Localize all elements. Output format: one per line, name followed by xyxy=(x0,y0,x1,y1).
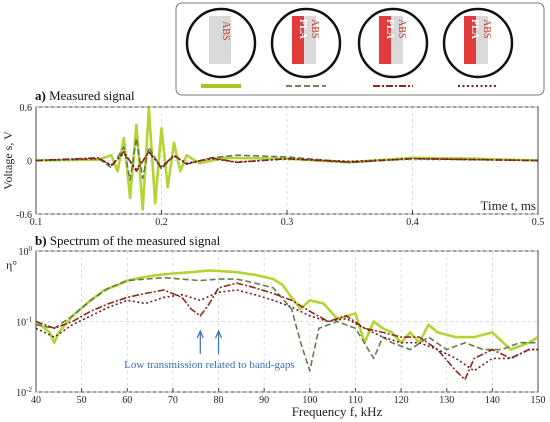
series-line-1 xyxy=(36,269,538,351)
x-tick-label: 50 xyxy=(77,395,87,406)
series-line-3 xyxy=(36,282,538,381)
x-tick-label: 40 xyxy=(31,395,41,406)
x-tick-label: 100 xyxy=(302,395,317,406)
x-tick-label: 60 xyxy=(122,395,132,406)
legend-item-1: ABS xyxy=(185,7,257,88)
x-tick-label: 0.4 xyxy=(406,217,419,228)
panel-1: 0.1 0.2 0.3 0.4 0.5 -0.6 0 0.6 Time t, ms Voltage… xyxy=(1,103,544,228)
legend-item-3: PLA ABS xyxy=(357,7,429,87)
panel-title-text: Measured signal xyxy=(46,88,135,103)
pla-block xyxy=(292,16,304,64)
y-tick-label: 10-1 xyxy=(16,316,32,329)
x-tick-label: 70 xyxy=(168,395,178,406)
y-tick-label: 0 xyxy=(27,157,32,168)
x-tick-label: 110 xyxy=(348,395,363,406)
legend-item-2: PLA ABS xyxy=(270,7,342,87)
legend-label-pla: PLA xyxy=(469,19,480,40)
y-tick-label: -0.6 xyxy=(16,210,32,221)
x-tick-label: 0.5 xyxy=(532,217,545,228)
annotation-text: Low transmission related to band-gaps xyxy=(124,359,294,371)
panel-title: b) Spectrum of the measured signal xyxy=(35,233,221,248)
x-tick-label: 130 xyxy=(439,395,454,406)
series-line-4 xyxy=(36,289,538,372)
panel-letter: b) xyxy=(35,233,47,248)
x-axis-label: Time t, ms xyxy=(480,198,536,213)
y-axis-label: η° xyxy=(6,258,17,272)
legend-label-pla: PLA xyxy=(384,19,395,40)
x-tick-label: 90 xyxy=(259,395,269,406)
abs-block xyxy=(209,16,231,64)
legend-label-abs: ABS xyxy=(220,21,231,40)
pla-block xyxy=(464,16,476,64)
panel-letter: a) xyxy=(35,88,46,103)
annotation-arrowhead xyxy=(214,329,223,339)
y-tick-label: 0.6 xyxy=(20,103,33,114)
panel-title-text: Spectrum of the measured signal xyxy=(47,233,221,248)
panel-2: 40 50 60 70 80 90 100 110 120 130 140 150 Frequency … xyxy=(6,250,546,419)
legend-label-pla: PLA xyxy=(297,19,308,40)
x-tick-label: 150 xyxy=(531,395,546,406)
legend-label-abs: ABS xyxy=(309,19,320,38)
legend-label-abs: ABS xyxy=(481,19,492,38)
x-tick-label: 0.2 xyxy=(155,217,168,228)
legend-item-4: PLA ABS xyxy=(442,7,514,87)
x-tick-label: 80 xyxy=(214,395,224,406)
y-tick-label: 100 xyxy=(19,245,33,258)
x-tick-label: 140 xyxy=(485,395,500,406)
legend-label-abs: ABS xyxy=(396,19,407,38)
panel-title: a) Measured signal xyxy=(35,88,135,103)
x-tick-label: 0.1 xyxy=(30,217,43,228)
x-tick-label: 0.3 xyxy=(281,217,294,228)
y-axis-label: Voltage s, V xyxy=(1,131,15,190)
pla-block xyxy=(379,16,391,64)
x-axis-label: Frequency f, kHz xyxy=(292,404,383,419)
x-tick-label: 120 xyxy=(394,395,409,406)
annotation-arrowhead xyxy=(196,329,204,339)
series-line-2 xyxy=(36,276,538,372)
